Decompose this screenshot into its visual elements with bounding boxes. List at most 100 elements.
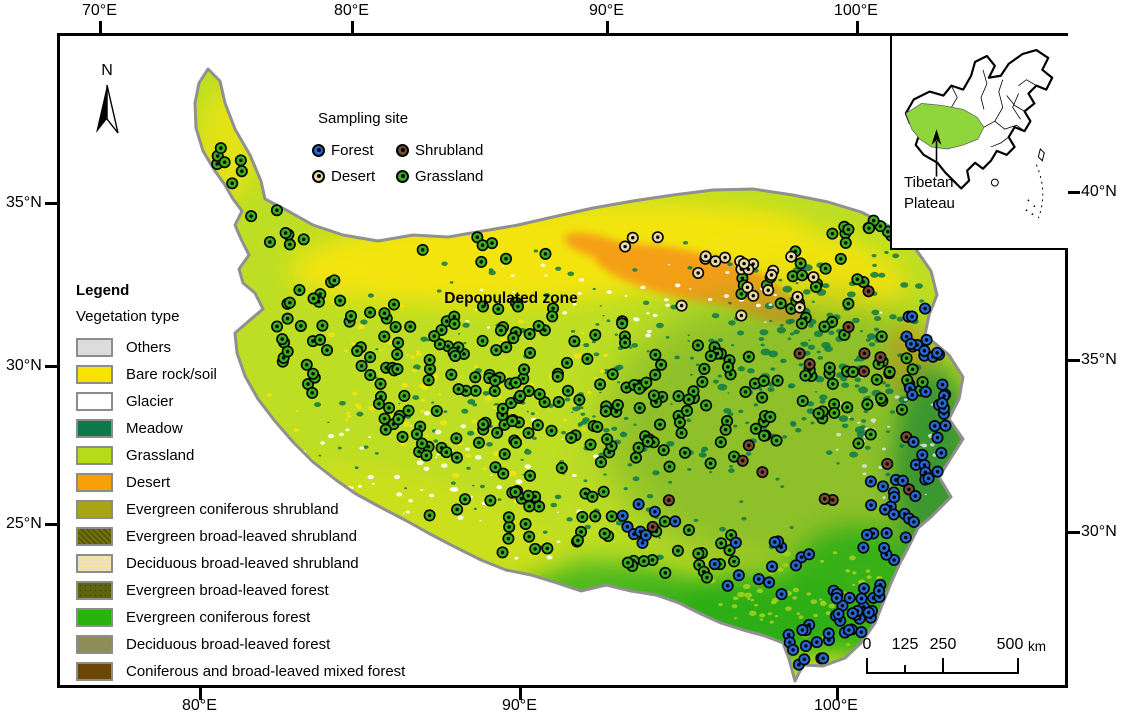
vegetation-legend-item: Evergreen coniferous shrubland: [76, 496, 496, 523]
axis-label-left-30n: 30°N: [6, 357, 42, 374]
vegetation-label: Deciduous broad-leaved shrubland: [126, 555, 359, 572]
vegetation-legend-item: Bare rock/soil: [76, 361, 496, 388]
vegetation-legend-item: Deciduous broad-leaved shrubland: [76, 550, 496, 577]
north-arrow-icon: [96, 84, 119, 134]
sampling-legend-title: Sampling site: [318, 110, 409, 127]
scale-label-250: 250: [929, 636, 957, 653]
map-frame: N Sampling site Forest Shrubland: [57, 33, 1068, 688]
scale-bar: 0 125 250 500 km: [860, 636, 1070, 684]
vegetation-swatch: [76, 446, 113, 465]
vegetation-swatch: [76, 500, 113, 519]
tick-bottom-80e: [199, 688, 202, 700]
legend-item-desert: Desert: [312, 168, 396, 185]
vegetation-label: Grassland: [126, 447, 195, 464]
vegetation-label: Meadow: [126, 420, 183, 437]
legend-item-forest: Forest: [312, 142, 396, 159]
vegetation-legend-item: Coniferous and broad-leaved mixed forest: [76, 658, 496, 685]
islands-dashed-line: [1035, 164, 1044, 219]
vegetation-label: Glacier: [126, 393, 174, 410]
vegetation-legend-item: Evergreen broad-leaved shrubland: [76, 523, 496, 550]
vegetation-swatch: [76, 608, 113, 627]
tick-top-100e: [856, 21, 859, 33]
forest-dot-icon: [312, 143, 325, 157]
vegetation-legend-item: Grassland: [76, 442, 496, 469]
vegetation-swatch: [76, 527, 113, 546]
axis-label-bottom-90e: 90°E: [502, 697, 537, 714]
vegetation-label: Desert: [126, 474, 171, 491]
china-inset-map: Tibetan Plateau: [890, 36, 1068, 250]
vegetation-label: Evergreen coniferous forest: [126, 609, 311, 626]
tibetan-plateau-shape: [905, 103, 985, 150]
plateau-arrowhead: [931, 129, 942, 145]
north-label: N: [101, 62, 113, 79]
vegetation-label: Coniferous and broad-leaved mixed forest: [126, 663, 406, 680]
scale-label-125: 125: [891, 636, 919, 653]
scale-label-500: 500: [996, 636, 1024, 653]
tick-left-35n: [45, 202, 57, 205]
axis-label-top-80e: 80°E: [334, 2, 369, 19]
vegetation-swatch: [76, 635, 113, 654]
axis-label-left-35n: 35°N: [6, 194, 42, 211]
axis-label-right-40n: 40°N: [1081, 183, 1117, 200]
tick-right-40n: [1068, 191, 1080, 194]
vegetation-swatch: [76, 392, 113, 411]
scale-tick-250: [942, 658, 944, 674]
china-outline: [904, 48, 1054, 190]
tick-right-30n: [1068, 531, 1080, 534]
vegetation-legend-rows: Others Bare rock/soil Glacier Meadow Grassla…: [76, 334, 496, 685]
tick-top-80e: [351, 21, 354, 33]
axis-label-top-90e: 90°E: [589, 2, 624, 19]
scale-tick-500: [1017, 658, 1019, 674]
china-map: [904, 48, 1054, 219]
vegetation-label: Bare rock/soil: [126, 366, 217, 383]
hainan-shape: [990, 178, 999, 187]
vegetation-label: Evergreen broad-leaved forest: [126, 582, 329, 599]
depopulated-zone-label: Depopulated zone: [444, 290, 578, 307]
vegetation-swatch: [76, 419, 113, 438]
vegetation-legend: Legend Vegetation type Others Bare rock/s…: [76, 282, 496, 685]
axis-label-right-30n: 30°N: [1081, 523, 1117, 540]
desert-dot-icon: [312, 169, 325, 183]
axis-label-bottom-80e: 80°E: [182, 697, 217, 714]
vegetation-legend-item: Evergreen broad-leaved forest: [76, 577, 496, 604]
axis-label-bottom-100e: 100°E: [814, 697, 858, 714]
vegetation-legend-item: Evergreen coniferous forest: [76, 604, 496, 631]
vegetation-swatch: [76, 662, 113, 681]
tick-right-35n: [1068, 359, 1080, 362]
vegetation-label: Evergreen broad-leaved shrubland: [126, 528, 357, 545]
tick-bottom-100e: [836, 688, 839, 700]
axis-label-top-100e: 100°E: [834, 2, 878, 19]
scale-tick-0: [866, 658, 868, 674]
legend-item-grassland: Grassland: [396, 168, 506, 185]
scale-tick-125: [904, 665, 906, 674]
sampling-site-legend: Sampling site Forest Shrubland Desert: [312, 110, 552, 189]
tick-top-70e: [99, 21, 102, 33]
vegetation-label: Others: [126, 339, 172, 356]
taiwan-shape: [1037, 147, 1045, 162]
vegetation-swatch: [76, 473, 113, 492]
north-arrow: N: [84, 62, 130, 144]
axis-label-right-35n: 35°N: [1081, 351, 1117, 368]
vegetation-legend-item: Others: [76, 334, 496, 361]
tibetan-plateau-label: Tibetan Plateau: [904, 174, 955, 212]
tick-left-30n: [45, 365, 57, 368]
sampling-points: [211, 142, 952, 671]
vegetation-legend-item: Desert: [76, 469, 496, 496]
axis-label-left-25n: 25°N: [6, 515, 42, 532]
scale-label-0: 0: [862, 636, 872, 653]
shrubland-dot-icon: [396, 143, 409, 157]
vegetation-swatch: [76, 581, 113, 600]
vegetation-label: Deciduous broad-leaved forest: [126, 636, 331, 653]
grassland-dot-icon: [396, 169, 409, 183]
plateau-map: [193, 67, 965, 683]
tick-top-90e: [606, 21, 609, 33]
vegetation-legend-title: Legend: [76, 282, 130, 299]
sampling-legend-row: Desert Grassland: [312, 163, 552, 189]
vegetation-swatch: [76, 338, 113, 357]
vegetation-label: Evergreen coniferous shrubland: [126, 501, 339, 518]
vegetation-swatch: [76, 554, 113, 573]
axis-label-top-70e: 70°E: [82, 2, 117, 19]
sampling-legend-row: Forest Shrubland: [312, 137, 552, 163]
plateau-boundary: [193, 67, 965, 683]
